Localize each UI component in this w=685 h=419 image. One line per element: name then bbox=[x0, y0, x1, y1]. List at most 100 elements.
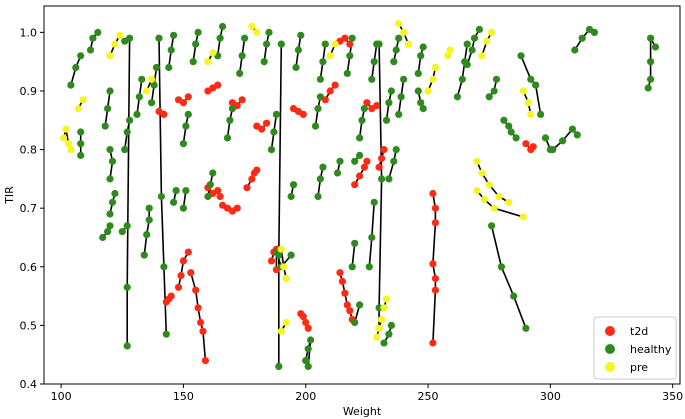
point-t2d-4-3 bbox=[343, 301, 351, 309]
y-tick-label-0.9: 0.9 bbox=[20, 85, 38, 98]
point-healthy-24-1 bbox=[468, 46, 476, 54]
point-healthy-58-2 bbox=[387, 87, 395, 95]
point-healthy-10-0 bbox=[140, 251, 148, 259]
point-healthy-50-1 bbox=[417, 99, 425, 107]
trajectory-healthy-2 bbox=[304, 339, 312, 367]
point-t2d-1-4 bbox=[199, 327, 207, 335]
point-healthy-31-1 bbox=[289, 181, 298, 189]
point-healthy-5-3 bbox=[155, 34, 163, 42]
point-t2d-21-1 bbox=[160, 110, 168, 118]
point-healthy-56-1 bbox=[314, 105, 322, 113]
point-healthy-19-0 bbox=[541, 134, 550, 142]
x-tick-label-350: 350 bbox=[662, 390, 683, 403]
point-pre-7-3 bbox=[519, 213, 528, 221]
point-t2d-4-1 bbox=[338, 277, 346, 285]
legend-marker-pre bbox=[605, 362, 615, 372]
point-healthy-24-2 bbox=[470, 34, 479, 42]
point-pre-6-2 bbox=[485, 181, 493, 189]
point-t2d-0-1 bbox=[179, 257, 187, 265]
point-healthy-7-2 bbox=[111, 189, 119, 198]
point-healthy-5-2 bbox=[157, 192, 165, 201]
point-healthy-48-0 bbox=[368, 75, 376, 83]
point-healthy-3-2 bbox=[378, 175, 386, 183]
point-healthy-10-2 bbox=[145, 216, 153, 224]
point-t2d-7-2 bbox=[214, 187, 222, 195]
point-pre-12-1 bbox=[111, 40, 119, 48]
point-healthy-36-0 bbox=[67, 81, 75, 89]
point-t2d-11-2 bbox=[380, 146, 388, 154]
point-pre-11-2 bbox=[488, 28, 496, 36]
point-healthy-8-0 bbox=[106, 175, 114, 183]
point-t2d-18-2 bbox=[346, 40, 354, 48]
x-tick-label-150: 150 bbox=[173, 390, 194, 403]
point-t2d-3-1 bbox=[431, 204, 439, 212]
trajectory-healthy-13 bbox=[351, 243, 356, 267]
point-healthy-15-1 bbox=[390, 157, 398, 165]
point-pre-13-1 bbox=[148, 75, 156, 83]
point-healthy-18-3 bbox=[537, 110, 545, 118]
point-t2d-9-0 bbox=[243, 184, 251, 192]
point-healthy-26-1 bbox=[417, 52, 425, 60]
point-pre-17-0 bbox=[444, 52, 452, 60]
point-pre-6-1 bbox=[478, 169, 486, 177]
point-healthy-15-2 bbox=[392, 146, 400, 154]
point-healthy-20-2 bbox=[568, 125, 577, 133]
point-pre-11-1 bbox=[483, 37, 491, 45]
point-pre-2-2 bbox=[282, 274, 290, 283]
point-t2d-17-2 bbox=[331, 81, 339, 89]
point-healthy-22-1 bbox=[647, 75, 655, 83]
point-healthy-29-0 bbox=[333, 169, 342, 177]
point-t2d-16-2 bbox=[299, 110, 307, 118]
plot-frame bbox=[43, 5, 681, 385]
point-healthy-46-1 bbox=[319, 58, 327, 66]
x-axis-ticks: 100 150 200 250 300 350 bbox=[51, 384, 683, 403]
point-healthy-24-0 bbox=[463, 61, 471, 69]
point-t2d-19-0 bbox=[363, 99, 371, 107]
point-t2d-12-0 bbox=[522, 140, 530, 148]
point-healthy-47-1 bbox=[346, 52, 354, 60]
point-t2d-20-1 bbox=[258, 125, 266, 133]
point-healthy-18-2 bbox=[532, 81, 540, 89]
point-healthy-22-3 bbox=[647, 34, 655, 42]
point-healthy-4-2 bbox=[497, 263, 505, 271]
point-pre-2-0 bbox=[277, 245, 285, 253]
point-t2d-7-3 bbox=[216, 192, 224, 201]
point-healthy-4-3 bbox=[488, 222, 496, 230]
point-healthy-14-1 bbox=[368, 233, 376, 242]
point-pre-0-2 bbox=[64, 140, 73, 148]
point-healthy-2-3 bbox=[302, 357, 310, 365]
point-healthy-30-2 bbox=[319, 163, 327, 171]
point-healthy-32-1 bbox=[206, 181, 214, 189]
point-healthy-13-1 bbox=[351, 239, 359, 247]
y-tick-label-0.4: 0.4 bbox=[20, 378, 38, 391]
point-pre-12-0 bbox=[106, 52, 114, 60]
point-healthy-25-2 bbox=[492, 75, 501, 83]
point-healthy-24-3 bbox=[475, 25, 483, 33]
point-healthy-47-0 bbox=[343, 69, 351, 77]
point-healthy-2-1 bbox=[307, 336, 315, 344]
trajectory-healthy-4 bbox=[490, 225, 527, 329]
point-t2d-6-1 bbox=[299, 313, 307, 321]
point-healthy-23-3 bbox=[463, 40, 471, 48]
point-pre-14-1 bbox=[209, 49, 217, 57]
point-healthy-53-0 bbox=[179, 140, 187, 148]
point-pre-11-0 bbox=[478, 52, 486, 60]
point-t2d-20-2 bbox=[263, 119, 271, 127]
point-healthy-48-1 bbox=[370, 58, 378, 66]
y-tick-label-0.6: 0.6 bbox=[20, 261, 38, 274]
point-healthy-32-2 bbox=[209, 169, 217, 177]
point-pre-13-0 bbox=[143, 87, 151, 95]
point-healthy-18-1 bbox=[527, 75, 535, 83]
point-layer bbox=[60, 20, 660, 370]
point-pre-0-1 bbox=[62, 125, 70, 133]
point-healthy-35-2 bbox=[77, 128, 85, 136]
point-healthy-58-1 bbox=[385, 99, 393, 107]
point-t2d-9-1 bbox=[248, 175, 256, 183]
point-t2d-9-3 bbox=[253, 166, 261, 174]
y-tick-label-0.7: 0.7 bbox=[20, 202, 38, 215]
point-healthy-27-1 bbox=[397, 93, 405, 101]
point-healthy-9-0 bbox=[118, 228, 126, 236]
point-t2d-1-1 bbox=[192, 286, 200, 294]
point-healthy-25-0 bbox=[485, 93, 493, 101]
point-t2d-3-5 bbox=[431, 286, 439, 294]
